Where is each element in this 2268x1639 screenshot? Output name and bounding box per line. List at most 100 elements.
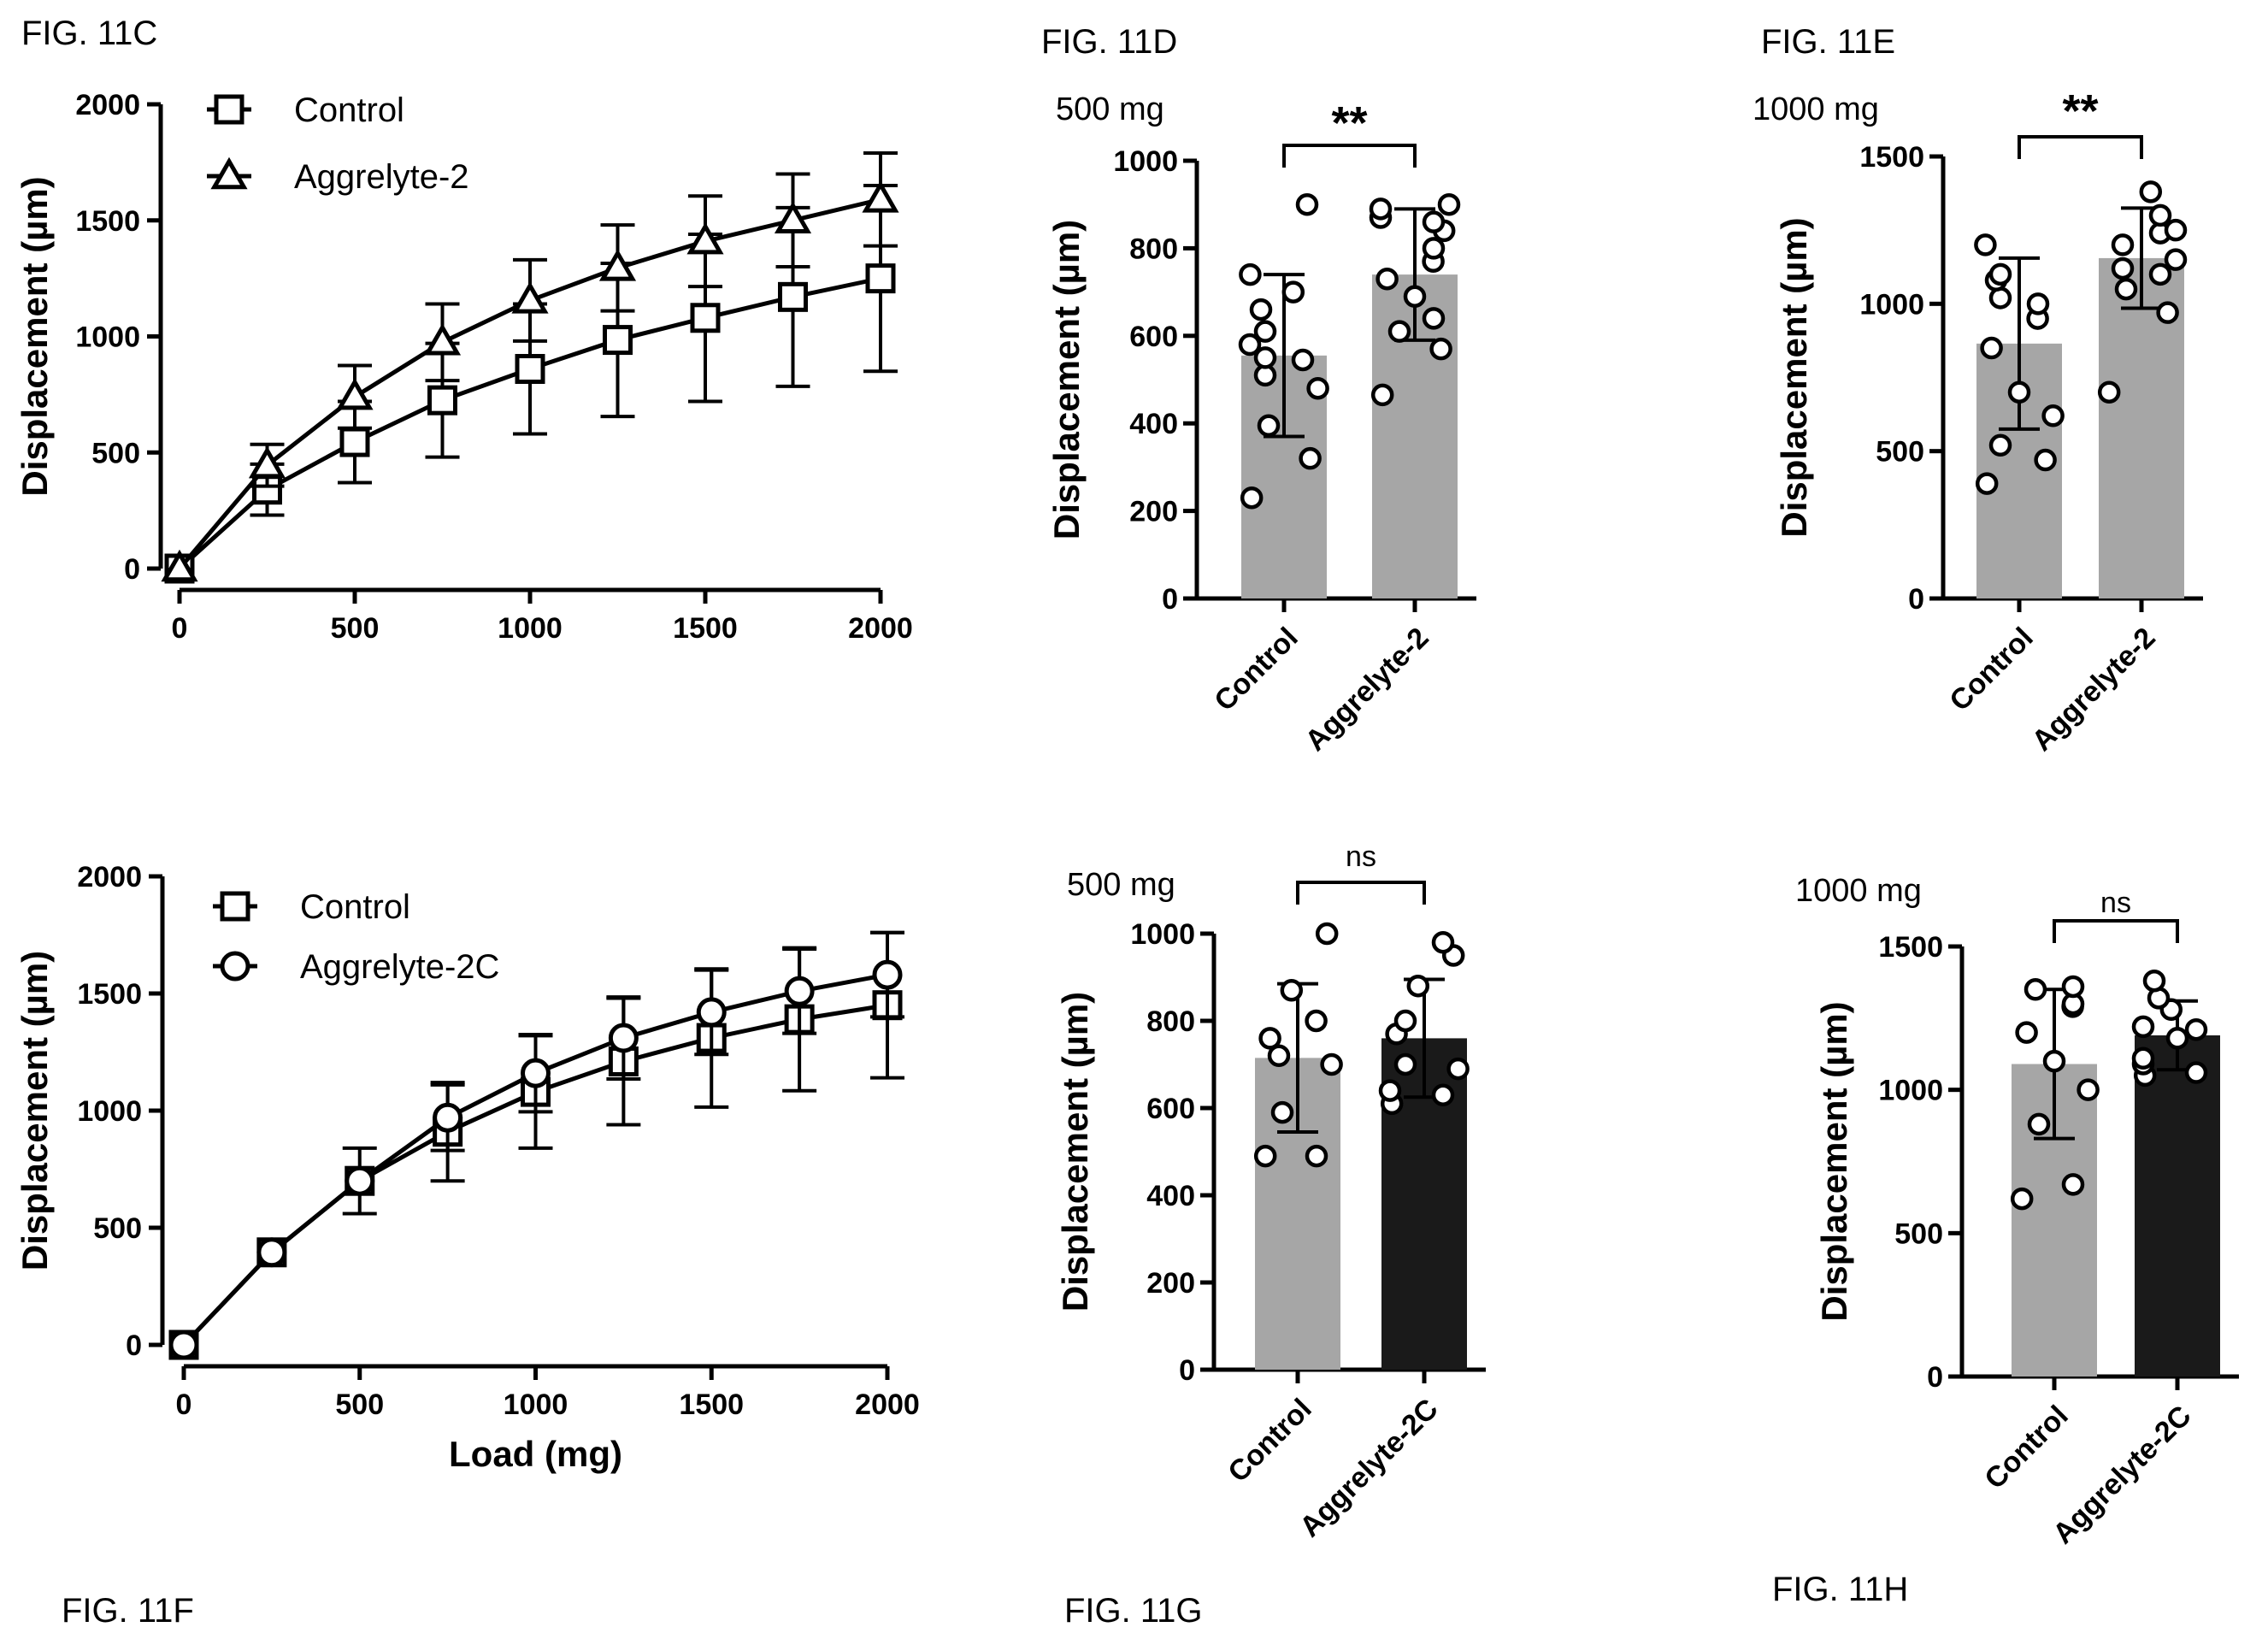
data-point [1422,237,1446,260]
x-tick-label: 2000 [848,612,913,645]
data-point [2061,1173,2085,1196]
data-point [1315,922,1339,946]
data-point [1258,1027,1281,1050]
data-point [1249,298,1273,321]
bar [2135,1035,2220,1377]
bar-group-control [1974,233,2065,598]
significance-bracket [2053,919,2179,943]
y-axis-title: Displacement (µm) [1046,220,1087,539]
y-tick-label: 0 [1179,1354,1195,1387]
series-control [164,184,898,584]
data-point [1253,320,1277,343]
data-point [1257,414,1281,438]
y-tick-label: 800 [1146,1005,1195,1038]
bar-group-control [1238,192,1329,598]
y-tick-label: 0 [1162,583,1178,616]
data-point [1431,1083,1455,1106]
data-point [2165,1027,2189,1050]
x-tick-label: 0 [172,612,188,645]
y-tick-label: 200 [1146,1267,1195,1300]
data-point [2131,1046,2155,1070]
x-tick-label: 500 [331,612,380,645]
data-point [345,1165,375,1196]
y-tick-label: 0 [124,553,140,586]
series-line [182,972,888,1347]
y-tick-label: 2000 [75,89,140,121]
series-aggrelyte-2c [168,930,904,1360]
legend-marker-circle [220,951,250,982]
data-point [1281,280,1305,304]
bar-group-aggrelyte-2c [1378,930,1470,1370]
significance-bracket [2018,135,2143,159]
y-tick-label: 1500 [75,205,140,238]
data-point [1240,486,1264,510]
fig-label-11d: FIG. 11D [1041,23,1177,61]
chart-11g: 500 mg 0 200 400 600 800 1000 Displacement (µm)… [1055,840,1486,1543]
y-axis-title: Displacement (µm) [15,951,55,1271]
data-point [1253,1144,1277,1168]
y-tick-label: 600 [1129,321,1178,353]
y-tick-label: 500 [1876,436,1924,469]
data-point [1376,267,1399,291]
y-tick-label: 400 [1129,408,1178,440]
bar-group-aggrelyte-2 [2097,180,2188,598]
data-point [872,959,903,990]
chart-title: 500 mg [1067,867,1175,903]
data-point [1980,336,2003,360]
x-axis-title: Load (mg) [449,1434,622,1474]
data-point [2097,380,2121,404]
legend-entry-aggrelyte-2: Aggrelyte-2 [294,158,469,196]
data-point [2034,448,2057,472]
category-label-control: Control [1943,622,2039,717]
legend-entry-control: Control [300,888,410,926]
data-point [2010,1187,2034,1211]
data-point [1370,383,1394,407]
data-point [2139,180,2163,203]
data-point [2007,380,2031,404]
chart-title: 500 mg [1056,91,1164,127]
y-tick-label: 0 [1908,583,1924,616]
data-point [1393,1009,1417,1033]
data-point [1239,262,1262,286]
category-label-aggrelyte-2: Aggrelyte-2 [2026,622,2162,758]
data-point [2041,404,2065,427]
y-tick-label: 400 [1146,1180,1195,1212]
y-axis-title: Displacement (µm) [1814,1001,1854,1321]
category-label-aggrelyte-2: Aggrelyte-2 [1299,622,1435,758]
data-point [2111,256,2135,280]
y-tick-label: 500 [1894,1217,1943,1250]
bar-group-control [1253,922,1343,1370]
y-tick-label: 1000 [1130,918,1195,951]
data-point [427,385,457,416]
chart-11e: 1000 mg 0 500 1000 1500 Displacement (µm) Cont… [1753,85,2203,758]
data-point [2024,978,2047,1001]
y-axis-title: Displacement (µm) [15,176,55,496]
data-point [256,1237,287,1268]
data-point [608,1023,639,1053]
data-point [784,976,815,1006]
data-point [511,281,549,314]
chart-11h: 1000 mg 0 500 1000 1500 Displacement (µm) Cont… [1795,873,2239,1550]
data-point [433,1102,463,1133]
y-tick-label: 800 [1129,233,1178,265]
data-point [2164,248,2188,271]
data-point [339,427,370,457]
data-point [336,377,374,410]
y-tick-label: 1000 [1859,288,1924,321]
x-tick-label: 1000 [504,1388,568,1421]
legend-marker-square [214,94,244,125]
chart-title: 1000 mg [1795,873,1922,909]
data-point [1988,286,2012,310]
x-tick-label: 2000 [855,1388,920,1421]
data-point [690,303,721,333]
data-point [2148,203,2172,227]
y-tick-label: 2000 [77,861,142,893]
data-point [686,221,724,255]
significance-label: ** [2062,85,2098,137]
y-tick-label: 200 [1129,496,1178,528]
data-point [598,249,637,281]
y-tick-label: 0 [1927,1361,1943,1394]
significance-bracket [1282,144,1417,168]
data-point [1253,346,1277,369]
data-point [774,201,812,233]
